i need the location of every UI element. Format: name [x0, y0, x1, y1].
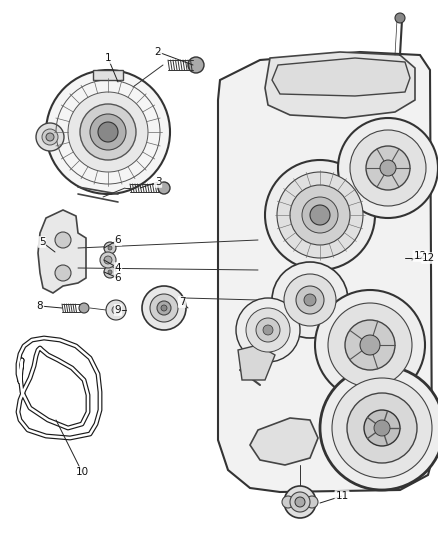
Circle shape	[157, 301, 171, 315]
Circle shape	[46, 133, 54, 141]
Circle shape	[108, 246, 112, 250]
Text: 12: 12	[413, 251, 427, 261]
Circle shape	[100, 104, 156, 160]
Circle shape	[161, 305, 167, 311]
Circle shape	[55, 265, 71, 281]
Circle shape	[380, 160, 396, 176]
Polygon shape	[250, 418, 318, 465]
Circle shape	[290, 492, 310, 512]
Text: 12: 12	[422, 253, 435, 263]
Circle shape	[310, 205, 330, 225]
Text: 8: 8	[37, 301, 43, 311]
Circle shape	[110, 114, 146, 150]
Circle shape	[108, 270, 112, 274]
Circle shape	[296, 286, 324, 314]
Circle shape	[284, 274, 336, 326]
Circle shape	[36, 123, 64, 151]
Circle shape	[150, 294, 178, 322]
Circle shape	[158, 182, 170, 194]
Circle shape	[315, 290, 425, 400]
Circle shape	[350, 130, 426, 206]
Circle shape	[46, 70, 170, 194]
Text: 7: 7	[179, 297, 185, 307]
Circle shape	[188, 57, 204, 73]
Circle shape	[256, 318, 280, 342]
Text: 11: 11	[336, 491, 349, 501]
Circle shape	[345, 320, 395, 370]
Circle shape	[79, 303, 89, 313]
Polygon shape	[238, 345, 275, 380]
Circle shape	[395, 13, 405, 23]
Circle shape	[265, 160, 375, 270]
Text: 9: 9	[115, 305, 121, 315]
Circle shape	[366, 146, 410, 190]
Text: 4: 4	[115, 263, 121, 273]
Circle shape	[374, 420, 390, 436]
Text: 6: 6	[115, 273, 121, 283]
Polygon shape	[93, 70, 123, 80]
Circle shape	[80, 104, 136, 160]
Circle shape	[112, 306, 120, 314]
Text: 2: 2	[155, 47, 161, 57]
Polygon shape	[38, 210, 86, 293]
Circle shape	[68, 92, 148, 172]
Text: 3: 3	[155, 177, 161, 187]
Text: 1: 1	[105, 53, 111, 63]
Circle shape	[302, 197, 338, 233]
Circle shape	[304, 294, 316, 306]
Circle shape	[106, 300, 126, 320]
Circle shape	[246, 308, 290, 352]
Circle shape	[100, 252, 116, 268]
Circle shape	[142, 286, 186, 330]
Polygon shape	[272, 58, 410, 96]
Circle shape	[104, 256, 112, 264]
Circle shape	[332, 378, 432, 478]
Circle shape	[263, 325, 273, 335]
Circle shape	[290, 185, 350, 245]
Circle shape	[320, 366, 438, 490]
Text: 5: 5	[39, 237, 45, 247]
Circle shape	[104, 242, 116, 254]
Circle shape	[55, 232, 71, 248]
Circle shape	[360, 335, 380, 355]
Circle shape	[284, 486, 316, 518]
Circle shape	[42, 129, 58, 145]
Circle shape	[277, 172, 363, 258]
Circle shape	[328, 303, 412, 387]
Circle shape	[306, 496, 318, 508]
Circle shape	[282, 496, 294, 508]
Circle shape	[90, 114, 126, 150]
Circle shape	[104, 266, 116, 278]
Circle shape	[98, 122, 118, 142]
Text: 6: 6	[115, 235, 121, 245]
Circle shape	[338, 118, 438, 218]
Circle shape	[364, 410, 400, 446]
Circle shape	[347, 393, 417, 463]
Polygon shape	[265, 52, 415, 118]
Circle shape	[295, 497, 305, 507]
Text: 10: 10	[75, 467, 88, 477]
Circle shape	[236, 298, 300, 362]
Circle shape	[272, 262, 348, 338]
Polygon shape	[218, 52, 432, 492]
